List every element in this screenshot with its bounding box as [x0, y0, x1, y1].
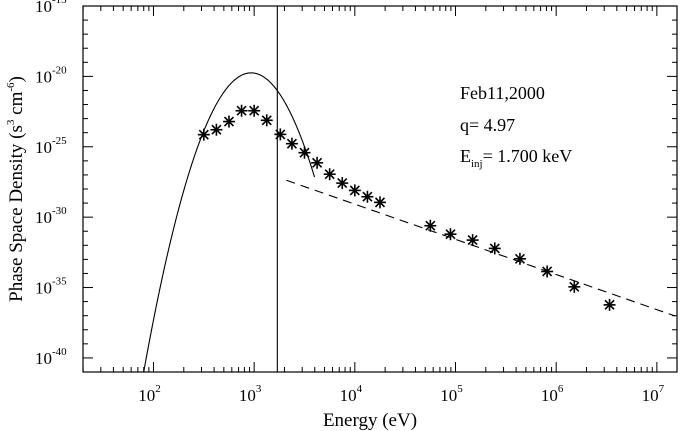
data-point — [323, 168, 336, 181]
plot-frame — [82, 5, 678, 373]
x-tick-label: 106 — [541, 383, 564, 405]
x-tick-label: 107 — [642, 383, 665, 405]
annotation-injection-energy: Einj= 1.700 keV — [460, 146, 572, 170]
y-tick-label: 10-30 — [35, 205, 67, 227]
annotation-block: Feb11,2000 q= 4.97 Einj= 1.700 keV — [460, 83, 572, 170]
data-point — [197, 128, 210, 141]
data-point — [488, 242, 501, 255]
data-point — [513, 252, 526, 265]
data-point — [361, 190, 374, 203]
y-tick-label: 10-40 — [35, 346, 67, 368]
data-point — [248, 104, 261, 117]
x-axis-ticks: 102 103 104 105 106 107 — [82, 6, 665, 405]
y-axis-label: Phase Space Density (s3 cm-6) — [5, 76, 27, 302]
y-axis-ticks: 10-15 10-20 10-25 10-30 10-35 10-40 — [35, 0, 677, 373]
x-axis-label: Energy (eV) — [323, 410, 417, 431]
y-tick-label: 10-25 — [35, 135, 67, 157]
x-tick-label: 102 — [138, 383, 161, 405]
data-point — [568, 280, 581, 293]
data-point — [311, 156, 324, 169]
data-point — [424, 219, 437, 232]
x-tick-label: 104 — [340, 383, 363, 405]
data-point — [260, 114, 273, 127]
data-point — [274, 128, 287, 141]
data-point — [298, 146, 311, 159]
data-point — [348, 184, 361, 197]
data-point — [466, 234, 479, 247]
data-point — [541, 265, 554, 278]
y-tick-label: 10-15 — [35, 0, 67, 16]
annotation-q: q= 4.97 — [460, 115, 515, 135]
data-point — [235, 104, 248, 117]
measured-data-points — [197, 104, 616, 311]
data-point — [210, 123, 223, 136]
annotation-date: Feb11,2000 — [460, 83, 545, 103]
y-tick-label: 10-20 — [35, 64, 67, 86]
data-point — [603, 298, 616, 311]
data-point — [444, 228, 457, 241]
data-point — [374, 196, 386, 209]
maxwellian-fit-curve — [143, 72, 316, 372]
data-point — [285, 137, 298, 150]
data-point — [336, 177, 349, 190]
x-tick-label: 105 — [440, 383, 463, 405]
x-tick-label: 103 — [239, 383, 262, 405]
data-point — [222, 115, 235, 128]
y-tick-label: 10-35 — [35, 276, 67, 298]
power-law-fit-line — [286, 179, 676, 317]
